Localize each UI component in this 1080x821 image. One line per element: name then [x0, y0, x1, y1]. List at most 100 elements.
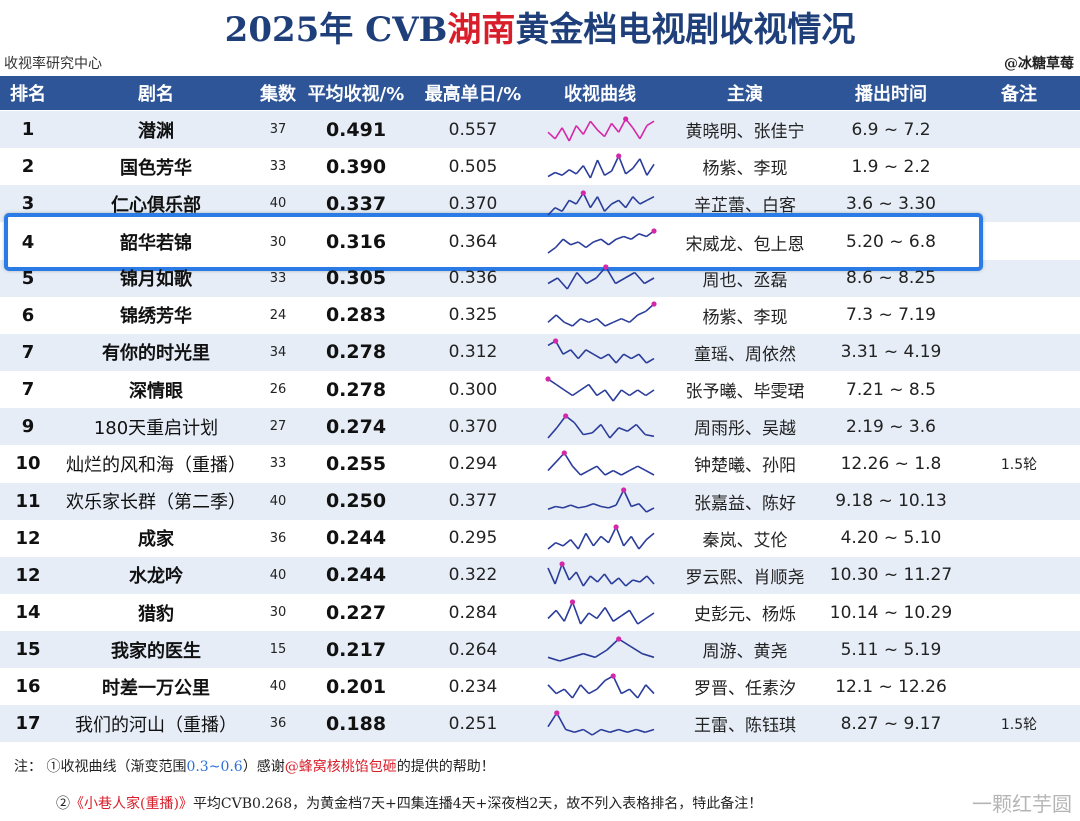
cell-name: 国色芳华 [120, 157, 192, 179]
header-curve: 收视曲线 [564, 84, 636, 105]
cell-avg-rating: 0.390 [325, 155, 387, 178]
cell-period: 10.30 ~ 11.27 [829, 565, 953, 586]
curve-segment [625, 579, 634, 587]
cell-actors: 王雷、陈钰琪 [694, 716, 796, 737]
curve-segment [623, 235, 632, 240]
title-highlight: 湖南 [447, 10, 516, 50]
table-row [0, 445, 1080, 483]
cell-avg-rating: 0.188 [325, 712, 387, 735]
curve-sparkline [547, 450, 655, 476]
curve-segment [562, 539, 572, 547]
cell-actors: 宋威龙、包上恩 [685, 234, 805, 255]
note-mention: @蜂窝核桃馅包砸 [284, 759, 397, 775]
cell-period: 10.14 ~ 10.29 [829, 602, 953, 623]
curve-segment [615, 277, 626, 285]
cell-episodes: 40 [269, 567, 287, 583]
notes-section: 注： ①收视曲线（渐变范围0.3~0.6）感谢@蜂窝核桃馅包砸的提供的帮助！ ②… [0, 748, 1080, 821]
curve-segment [547, 246, 557, 254]
curve-segment [639, 124, 648, 139]
cell-actors: 史彭元、杨烁 [694, 605, 796, 625]
curve-peak-point [561, 450, 567, 456]
curve-segment [570, 241, 579, 246]
curve-peak-point [616, 636, 622, 642]
curve-sparkline [547, 487, 655, 513]
cell-max-rating: 0.284 [448, 602, 498, 623]
curve-segment [622, 489, 633, 507]
cell-period: 7.21 ~ 8.5 [846, 379, 936, 400]
cell-note [958, 408, 1080, 445]
curve-segment [600, 505, 609, 509]
curve-segment [645, 388, 655, 396]
curve-segment [586, 277, 597, 285]
curve-segment [600, 423, 611, 439]
curve-peak-point [553, 338, 559, 345]
header-rank: 排名 [10, 84, 46, 105]
curve-segment [646, 120, 655, 126]
curve-segment [600, 536, 610, 544]
cell-max-rating: 0.312 [448, 342, 498, 363]
curve-segment [562, 238, 572, 246]
curve-segment [563, 601, 574, 622]
curve-segment [635, 423, 646, 435]
cell-period: 5.20 ~ 6.8 [846, 232, 936, 252]
curve-segment [646, 163, 655, 176]
table-row [0, 705, 1080, 743]
curve-segment [638, 354, 648, 364]
curve-segment [579, 612, 590, 624]
curve-sparkline [547, 153, 655, 179]
curve-segment [577, 241, 587, 249]
cell-episodes: 40 [269, 493, 287, 509]
cell-period: 1.9 ~ 2.2 [851, 156, 931, 177]
curve-segment [547, 207, 556, 216]
curve-segment [632, 196, 641, 205]
cell-note [958, 297, 1080, 334]
curve-segment [646, 195, 655, 201]
cell-episodes: 36 [269, 530, 287, 546]
curve-segment [632, 579, 641, 584]
curve-segment [547, 568, 556, 585]
curve-peak-point [569, 598, 576, 605]
cell-rank: 9 [21, 416, 35, 438]
curve-segment [615, 354, 625, 364]
cell-actors: 杨紫、李现 [702, 159, 788, 180]
curve-segment [589, 120, 599, 131]
table-row [0, 296, 1080, 334]
curve-segment [547, 131, 556, 139]
curve-segment [592, 536, 602, 547]
curve-segment [612, 614, 622, 622]
curve-segment [645, 433, 655, 437]
curve-segment [547, 684, 557, 694]
curve-sparkline [547, 413, 655, 439]
cell-avg-rating: 0.201 [325, 675, 387, 698]
cell-rank: 15 [15, 639, 41, 661]
curve-segment [596, 573, 606, 583]
curve-segment [628, 609, 639, 624]
curve-segment [592, 353, 602, 360]
curve-sparkline [545, 376, 655, 402]
cell-actors: 黄晓明、张佳宁 [685, 122, 805, 143]
cell-max-rating: 0.336 [448, 268, 498, 289]
cell-episodes: 40 [269, 679, 287, 695]
curve-segment [639, 575, 648, 583]
cell-note [958, 111, 1080, 148]
table-row [0, 631, 1080, 669]
curve-segment [645, 532, 655, 541]
curve-peak-point [610, 673, 616, 679]
cell-episodes: 34 [269, 344, 287, 360]
curve-segment [627, 423, 637, 432]
author-label: @冰糖草莓 [1004, 56, 1074, 72]
curve-segment [625, 167, 634, 175]
curve-sparkline [547, 561, 655, 587]
curve-peak-point [623, 115, 629, 122]
curve-segment [565, 728, 575, 734]
cell-episodes: 27 [269, 419, 287, 435]
curve-segment [568, 199, 577, 205]
cell-actors: 钟楚曦、孙阳 [694, 456, 796, 477]
cell-name: 锦绣芳华 [120, 306, 192, 328]
curve-peak-point [563, 413, 569, 419]
curve-segment [568, 168, 577, 175]
curve-segment [600, 728, 611, 734]
curve-segment [577, 349, 587, 360]
cell-rank: 1 [21, 119, 35, 141]
cell-max-rating: 0.234 [448, 676, 498, 697]
